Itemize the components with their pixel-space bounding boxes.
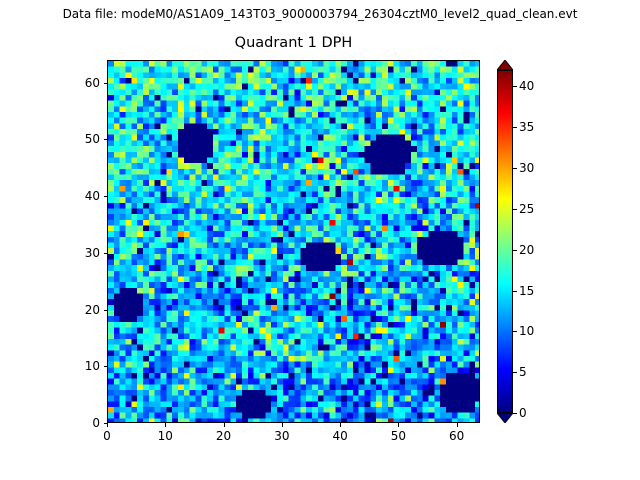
y-tick-label: 0 — [92, 416, 100, 430]
y-tick-label: 10 — [84, 359, 100, 374]
colorbar-over-arrow-icon — [497, 60, 513, 70]
colorbar-gradient — [498, 71, 512, 412]
y-tick-mark — [103, 366, 107, 368]
colorbar-tick-label: 10 — [519, 324, 535, 339]
colorbar-tick-mark — [513, 413, 517, 414]
y-tick-mark — [103, 309, 107, 311]
colorbar-tick-label: 30 — [519, 161, 535, 175]
colorbar-tick-label: 15 — [519, 283, 535, 298]
y-tick-mark — [103, 196, 107, 198]
x-tick-mark — [107, 423, 108, 427]
colorbar: 0 5 10 15 20 25 30 35 40 — [497, 60, 534, 423]
x-tick-label: 50 — [390, 429, 407, 443]
colorbar-tick-label: 5 — [519, 365, 527, 380]
x-tick-label: 60 — [449, 429, 465, 443]
y-tick-mark — [103, 423, 107, 424]
y-tick-mark — [103, 82, 107, 84]
x-tick-label: 10 — [157, 429, 173, 443]
colorbar-tick-label: 40 — [519, 79, 535, 94]
y-tick-mark — [103, 139, 107, 141]
x-tick-mark — [223, 423, 225, 427]
detector-heatmap-image — [108, 61, 479, 422]
x-tick-mark — [456, 423, 458, 427]
x-tick-mark — [398, 423, 400, 427]
x-tick-mark — [340, 423, 342, 427]
data-file-suptitle: Data file: modeM0/AS1A09_143T03_90000037… — [62, 7, 578, 21]
x-tick-label: 20 — [215, 429, 232, 443]
colorbar-gradient-body — [497, 70, 513, 413]
x-tick-mark — [281, 423, 283, 427]
x-tick-mark — [165, 423, 167, 427]
colorbar-tick-mark — [513, 168, 517, 169]
y-tick-label: 30 — [84, 245, 100, 260]
colorbar-tick-mark — [513, 86, 517, 88]
colorbar-tick-mark — [513, 208, 517, 210]
colorbar-tick-mark — [513, 127, 517, 129]
x-tick-label: 0 — [103, 429, 111, 443]
colorbar-tick-mark — [513, 331, 517, 333]
y-tick-label: 60 — [84, 75, 100, 90]
colorbar-tick-label: 0 — [519, 406, 527, 420]
colorbar-tick-mark — [513, 249, 517, 251]
y-tick-label: 20 — [84, 302, 100, 317]
y-tick-label: 50 — [84, 132, 100, 147]
y-tick-mark — [103, 252, 107, 254]
x-tick-label: 30 — [274, 429, 290, 443]
colorbar-under-arrow-icon — [497, 413, 513, 423]
y-tick-label: 40 — [84, 189, 100, 204]
colorbar-tick-mark — [513, 290, 517, 292]
colorbar-tick-label: 20 — [519, 242, 535, 257]
colorbar-tick-label: 25 — [519, 201, 535, 216]
heatmap-axes — [107, 60, 480, 423]
plot-title: Quadrant 1 DPH — [234, 35, 353, 51]
x-tick-label: 40 — [332, 429, 348, 443]
colorbar-tick-mark — [513, 372, 517, 374]
colorbar-tick-label: 35 — [519, 120, 535, 135]
